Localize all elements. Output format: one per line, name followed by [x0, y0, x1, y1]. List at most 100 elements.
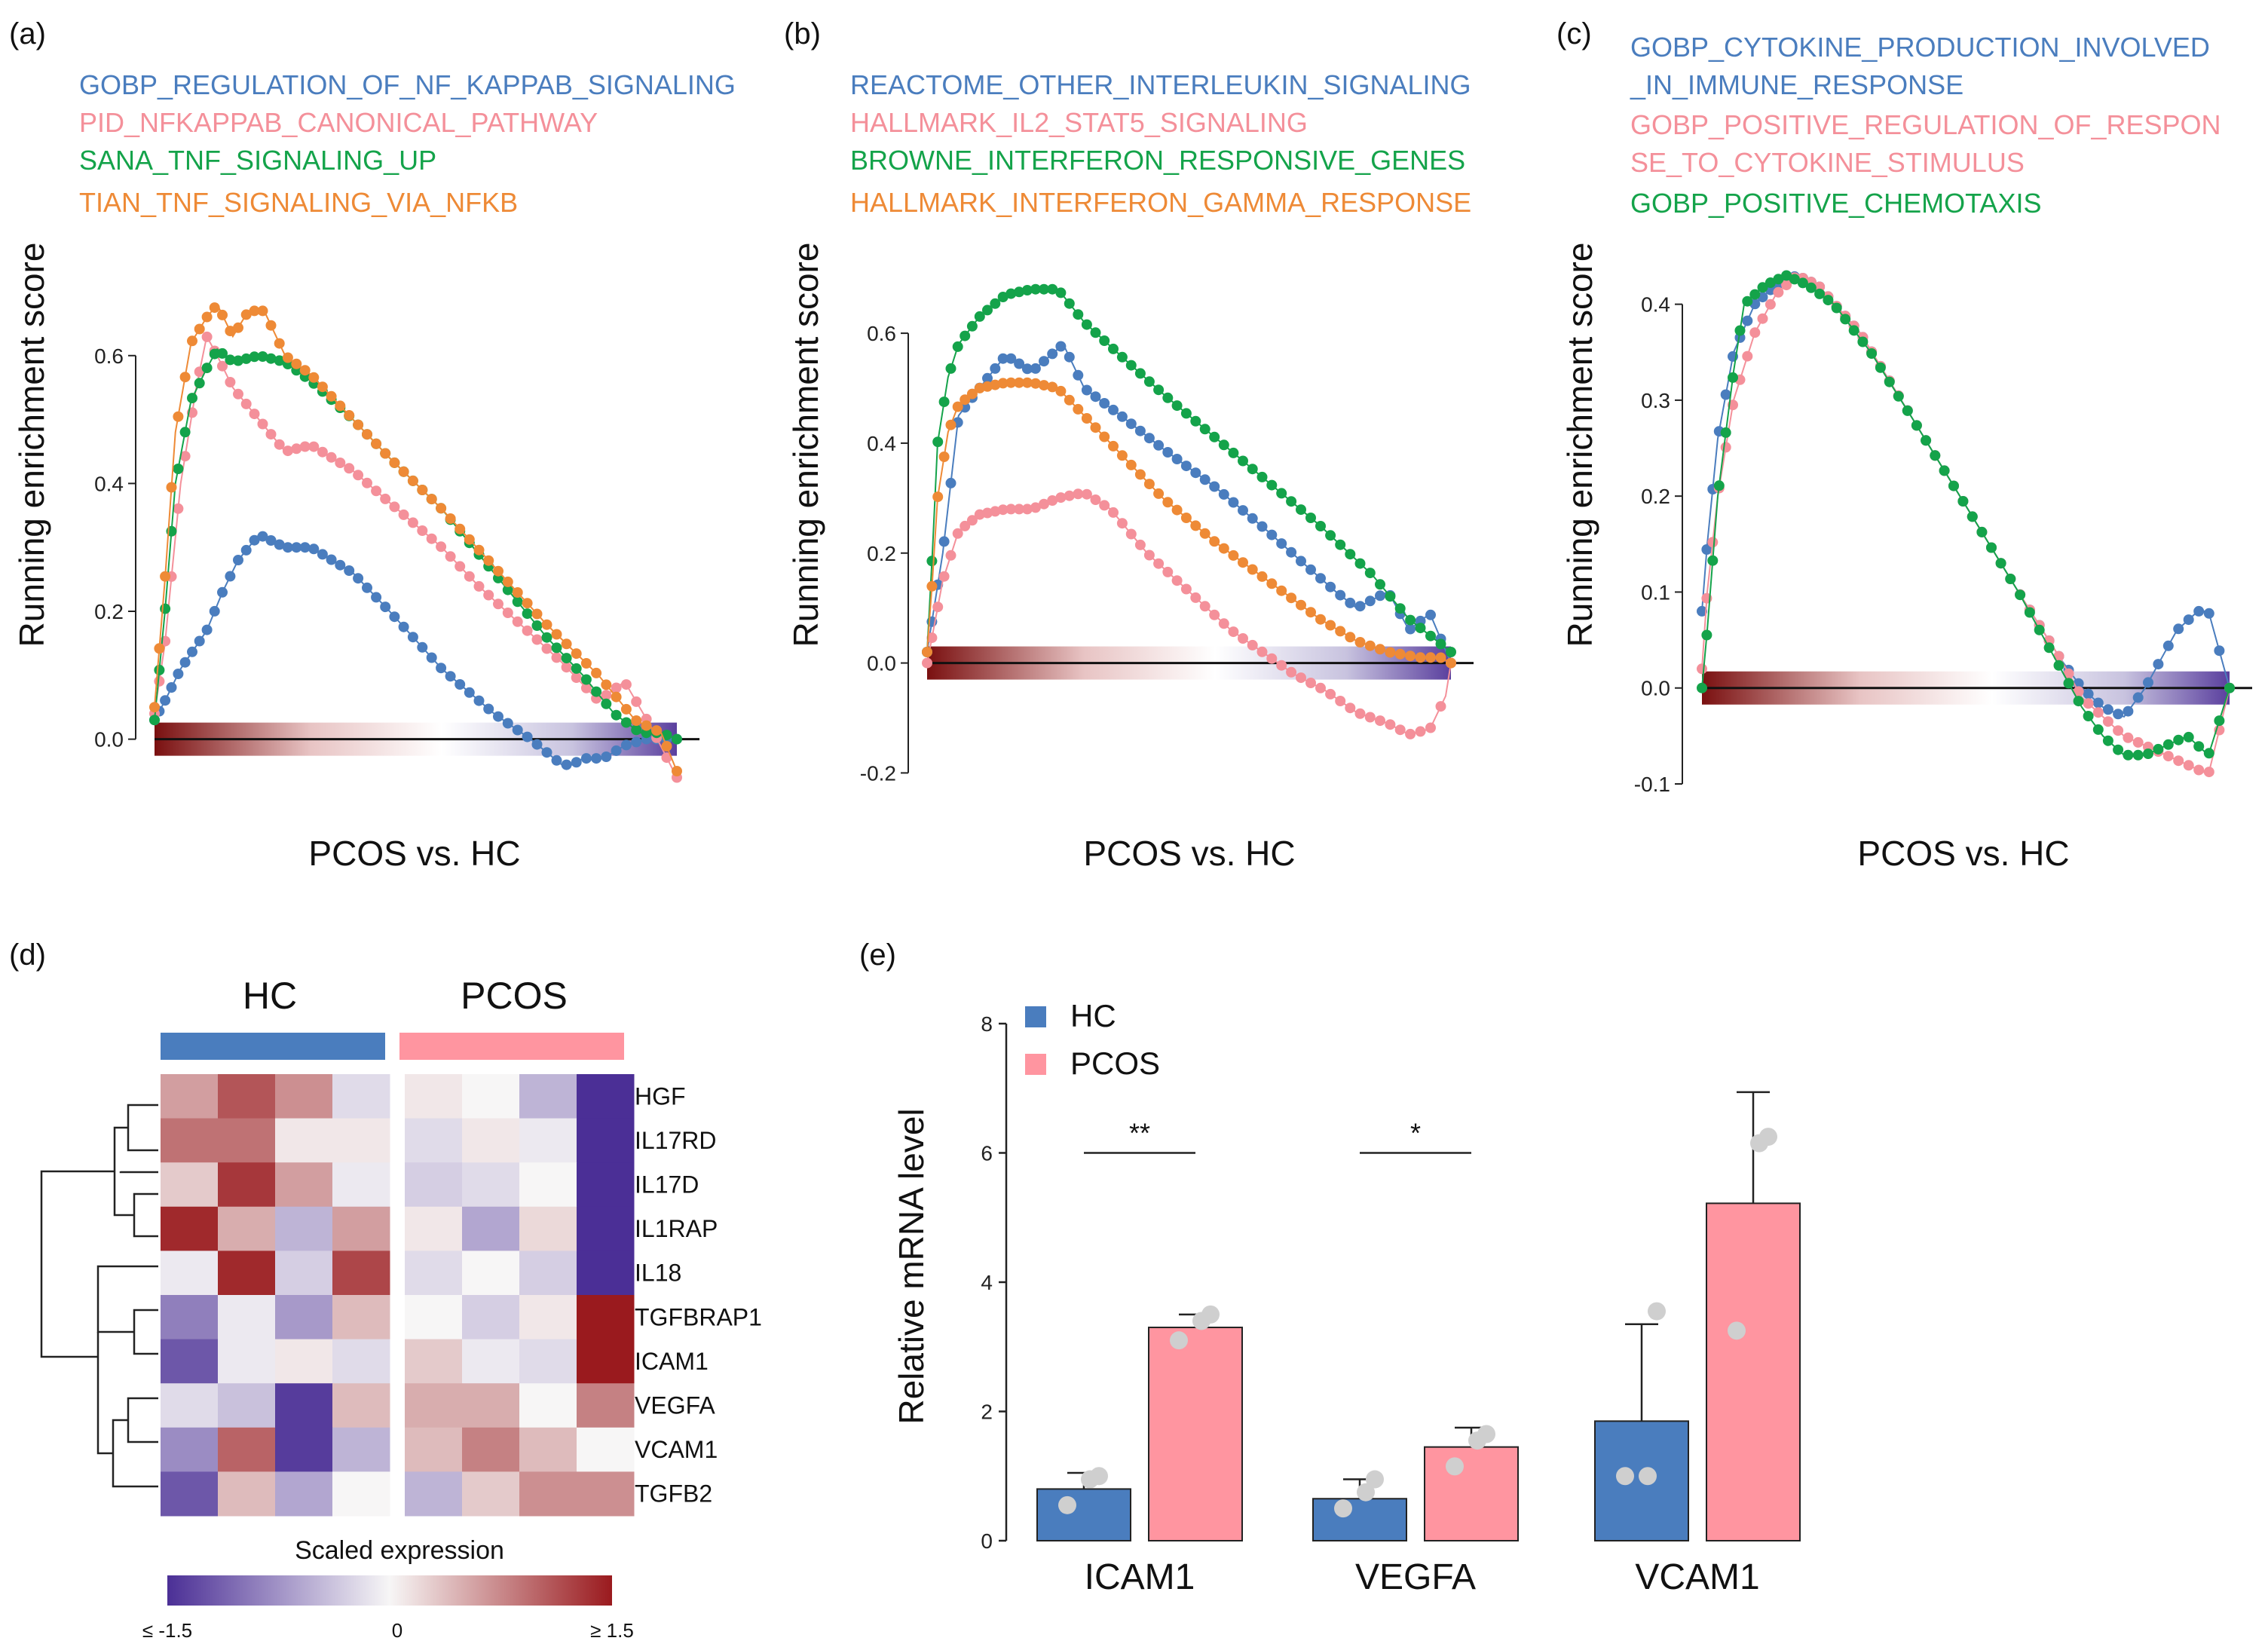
heatmap-cell — [161, 1471, 219, 1517]
es-point-green — [149, 715, 160, 726]
es-point-green — [1394, 603, 1406, 614]
heatmap-cell — [519, 1251, 577, 1296]
es-point-orange — [1375, 644, 1385, 655]
es-point-pink — [1099, 500, 1110, 511]
es-point-green — [1354, 558, 1366, 569]
es-point-green — [945, 363, 956, 374]
es-point-blue — [561, 759, 572, 770]
es-point-blue — [551, 755, 562, 766]
es-point-pink — [308, 441, 320, 452]
es-point-orange — [335, 400, 346, 412]
es-point-pink — [966, 515, 978, 526]
es-point-pink — [1345, 703, 1356, 714]
es-point-green — [571, 663, 582, 674]
es-point-pink — [1765, 298, 1776, 310]
es-point-green — [173, 464, 184, 474]
es-point-blue — [611, 745, 622, 756]
es-point-pink — [1315, 682, 1326, 693]
es-point-green — [1773, 274, 1784, 285]
es-point-green — [1090, 327, 1101, 338]
es-point-green — [1781, 270, 1792, 281]
heatmap-row-label: HGF — [635, 1082, 686, 1110]
es-point-pink — [1405, 728, 1416, 739]
es-point-pink — [2203, 767, 2214, 778]
es-point-blue — [2132, 692, 2144, 703]
es-point-orange — [926, 580, 938, 592]
es-point-pink — [445, 551, 456, 562]
es-point-blue — [1055, 341, 1067, 352]
heatmap-cell — [218, 1427, 276, 1472]
es-point-orange — [166, 482, 177, 493]
es-point-blue — [1021, 363, 1033, 375]
es-point-blue — [398, 621, 409, 632]
es-point-orange — [417, 485, 428, 495]
gene-set-a-2: SANA_TNF_SIGNALING_UP — [79, 145, 436, 176]
es-point-orange — [201, 311, 213, 323]
y-tick-label: 0.0 — [1641, 677, 1670, 700]
es-point-pink — [1039, 498, 1049, 510]
heatmap-legend-title: Scaled expression — [295, 1536, 504, 1565]
es-point-blue — [1030, 363, 1041, 374]
es-point-orange — [299, 365, 311, 376]
es-point-blue — [160, 695, 171, 706]
es-point-pink — [1296, 672, 1306, 684]
es-point-orange — [291, 358, 302, 369]
es-point-green — [1957, 496, 1969, 507]
es-point-orange — [1315, 614, 1326, 625]
es-point-green — [1805, 282, 1817, 293]
es-point-green — [1256, 471, 1268, 482]
es-point-orange — [952, 401, 963, 412]
es-point-blue — [938, 536, 950, 547]
heatmap-cell — [275, 1206, 333, 1251]
es-point-orange — [1190, 520, 1201, 531]
es-point-orange — [611, 691, 622, 703]
es-point-pink — [1090, 494, 1101, 505]
es-point-orange — [922, 647, 932, 657]
es-point-pink — [960, 520, 971, 531]
panel-label-e: (e) — [859, 938, 896, 972]
es-point-blue — [1039, 356, 1049, 367]
replicate-point — [1366, 1470, 1384, 1489]
es-point-green — [1713, 480, 1725, 491]
es-point-green — [1967, 511, 1978, 522]
x-tick-label: ICAM1 — [1085, 1557, 1195, 1597]
es-point-orange — [1064, 394, 1075, 406]
es-point-pink — [1364, 712, 1376, 723]
es-point-green — [1930, 450, 1941, 461]
es-point-pink — [1021, 504, 1033, 515]
es-point-pink — [1162, 566, 1174, 577]
es-point-green — [1840, 314, 1851, 325]
es-point-green — [601, 698, 612, 709]
es-point-orange — [154, 643, 165, 654]
es-curve-pink — [926, 491, 1452, 736]
es-point-pink — [426, 533, 437, 544]
es-point-pink — [1375, 715, 1385, 727]
es-point-orange — [522, 598, 533, 609]
es-point-green — [1446, 647, 1456, 657]
es-point-blue — [344, 565, 355, 576]
es-point-blue — [1325, 581, 1336, 592]
y-tick-label: 0.4 — [1641, 293, 1670, 317]
legend-label-hc: HC — [1070, 998, 1116, 1033]
es-point-blue — [201, 624, 213, 635]
es-point-green — [1425, 630, 1436, 641]
heatmap-grid — [161, 1074, 635, 1517]
es-point-blue — [1701, 544, 1712, 555]
es-point-blue — [282, 542, 293, 553]
dendrogram — [40, 1104, 158, 1488]
es-point-orange — [1446, 657, 1456, 669]
es-point-orange — [380, 448, 391, 459]
es-point-green — [2123, 749, 2134, 761]
es-point-green — [1171, 400, 1183, 412]
es-point-green — [966, 320, 978, 332]
es-point-orange — [1143, 479, 1155, 490]
es-point-blue — [1276, 538, 1287, 550]
es-point-blue — [522, 731, 533, 742]
es-point-orange — [661, 741, 672, 752]
es-point-orange — [561, 638, 572, 650]
es-point-green — [2034, 624, 2045, 635]
gene-set-a-1: PID_NFKAPPAB_CANONICAL_PATHWAY — [79, 107, 598, 138]
es-point-pink — [1047, 495, 1058, 506]
es-point-pink — [611, 682, 622, 693]
